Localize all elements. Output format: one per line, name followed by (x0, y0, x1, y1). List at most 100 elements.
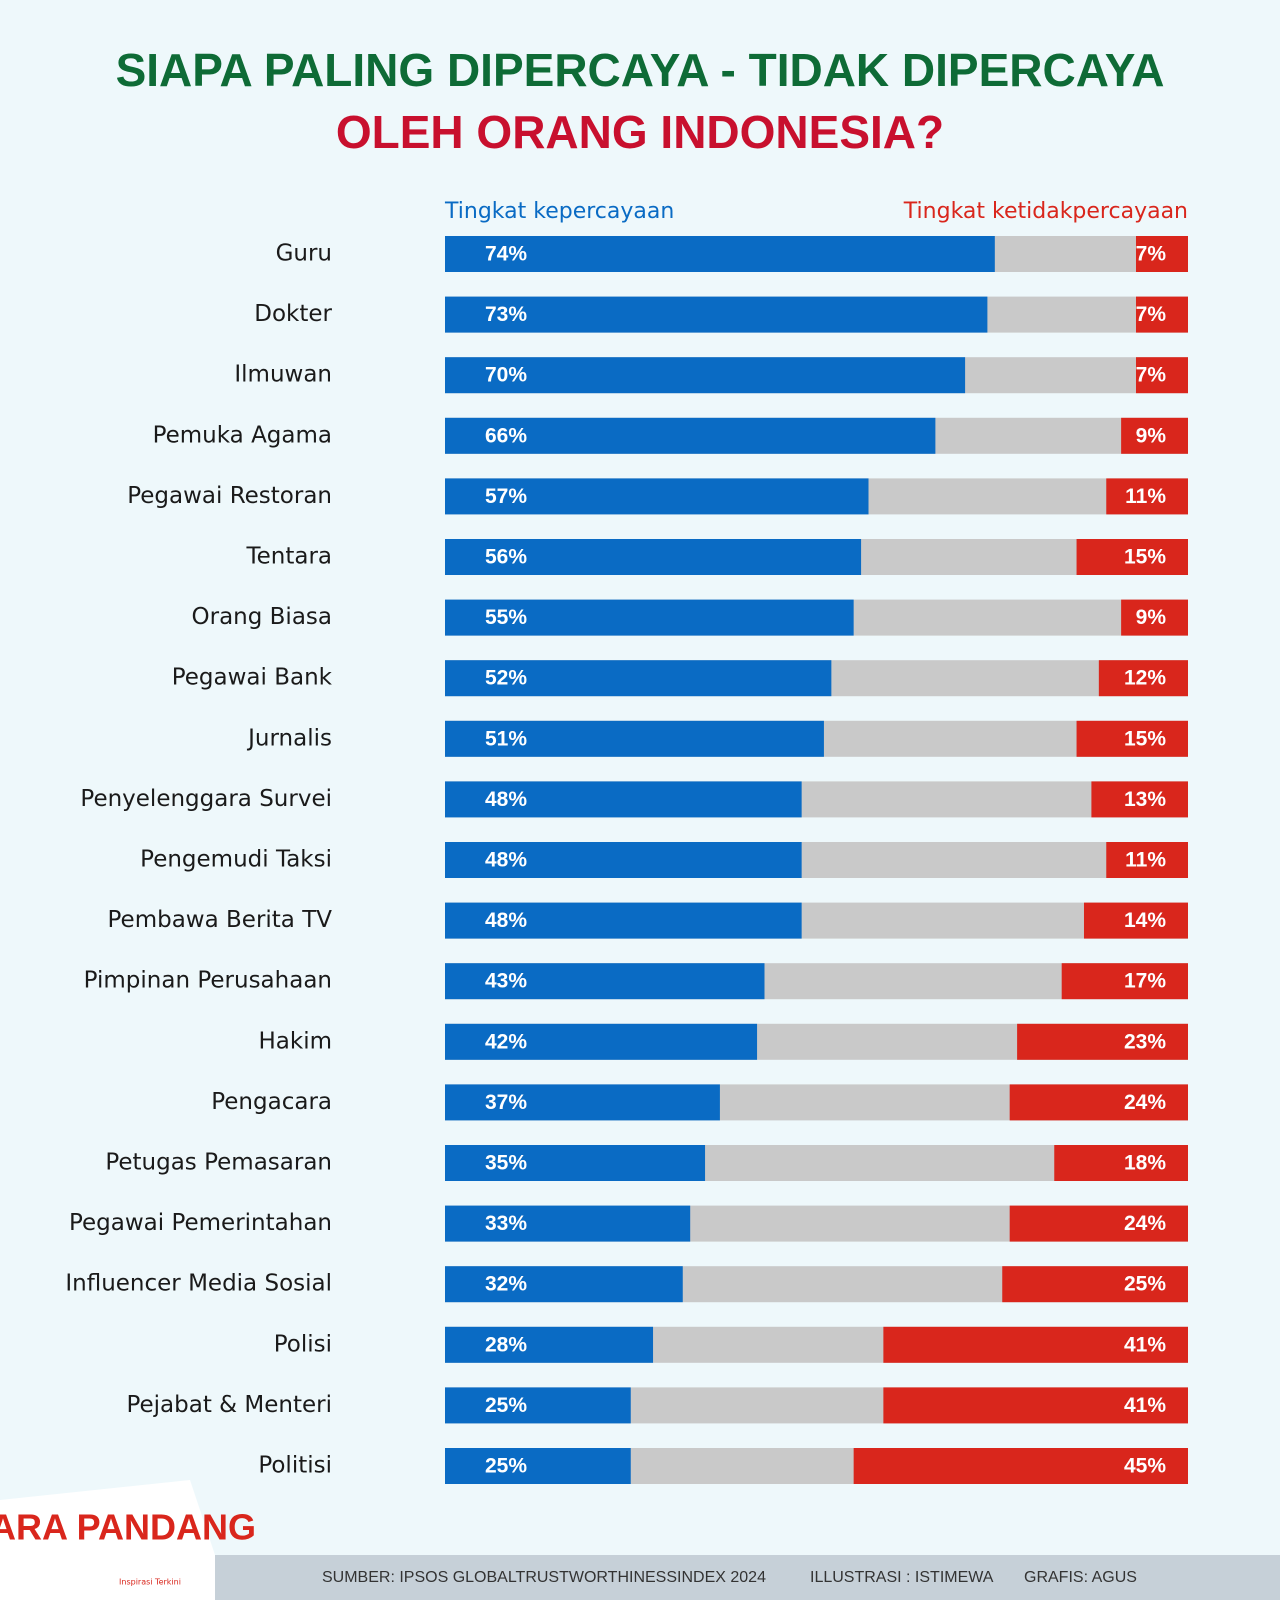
value-label: 48% (485, 788, 527, 811)
bar (1009, 1084, 1188, 1121)
value-label: 24% (1124, 1091, 1166, 1114)
value-label: 41% (1124, 1333, 1166, 1356)
bar (1054, 1145, 1188, 1181)
value-label: 43% (485, 970, 527, 993)
value-label: 9% (1136, 606, 1167, 629)
bar (445, 1326, 654, 1363)
bar (1135, 296, 1188, 333)
category-label: Petugas Pemasaran (105, 1150, 332, 1176)
category-label: Politisi (258, 1453, 332, 1479)
bar (1106, 842, 1188, 878)
value-label: 48% (485, 849, 527, 872)
bar (445, 478, 869, 515)
bar (445, 1145, 706, 1181)
bar (445, 902, 802, 939)
value-label: 56% (485, 546, 527, 569)
bar (445, 296, 988, 333)
bar (445, 720, 824, 757)
bar (445, 1084, 720, 1121)
value-label: 74% (485, 243, 527, 266)
bar (1083, 902, 1188, 939)
value-label: 7% (1136, 364, 1167, 387)
bar (1002, 1266, 1188, 1303)
footer-illustration: ILLUSTRASI : ISTIMEWA (810, 1569, 994, 1586)
value-label: 7% (1136, 303, 1167, 326)
bar (1135, 236, 1188, 272)
value-label: 7% (1136, 243, 1167, 266)
bar (445, 781, 802, 818)
value-label: 25% (485, 1455, 527, 1478)
category-label: Pembawa Berita TV (108, 907, 333, 933)
value-label: 15% (1124, 546, 1166, 569)
value-label: 17% (1124, 970, 1166, 993)
bar (445, 357, 966, 394)
title-line-2: OLEH ORANG INDONESIA? (336, 106, 944, 158)
category-label: Penyelenggara Survei (80, 786, 332, 812)
bar (445, 599, 854, 636)
bar (1076, 720, 1188, 757)
value-label: 15% (1124, 727, 1166, 750)
bar (445, 1448, 631, 1484)
value-label: 9% (1136, 424, 1167, 447)
footer-band (215, 1555, 1280, 1600)
category-label: Pengacara (211, 1089, 332, 1115)
value-label: 32% (485, 1273, 527, 1296)
value-label: 18% (1124, 1152, 1166, 1175)
legend-label: Tingkat kepercayaan (444, 199, 674, 224)
bar (445, 1205, 691, 1242)
value-label: 11% (1125, 849, 1166, 872)
category-label: Pejabat & Menteri (126, 1392, 332, 1418)
value-label: 48% (485, 909, 527, 932)
category-label: Dokter (254, 301, 332, 327)
value-label: 55% (485, 606, 527, 629)
category-label: Hakim (258, 1028, 332, 1054)
bar (1076, 539, 1188, 575)
value-label: 11% (1125, 485, 1166, 508)
category-label: Ilmuwan (234, 362, 332, 388)
value-label: 24% (1124, 1212, 1166, 1235)
value-label: 13% (1124, 788, 1166, 811)
value-label: 23% (1124, 1030, 1166, 1053)
category-label: Guru (276, 241, 332, 267)
category-label: Pegawai Pemerintahan (69, 1210, 332, 1236)
legend-label: Tingkat ketidakpercayaan (903, 199, 1188, 224)
bar (445, 963, 765, 1000)
value-label: 12% (1124, 667, 1166, 690)
value-label: 52% (485, 667, 527, 690)
value-label: 42% (485, 1030, 527, 1053)
value-label: 25% (485, 1394, 527, 1417)
value-label: 51% (485, 727, 527, 750)
logo-name: CARA PANDANG (0, 1507, 256, 1548)
logo-background (0, 1480, 230, 1600)
bar (445, 236, 995, 272)
bar (1017, 1023, 1188, 1060)
bar (445, 539, 862, 575)
category-label: Polisi (274, 1331, 332, 1357)
bar (1061, 963, 1188, 1000)
value-label: 35% (485, 1152, 527, 1175)
category-label: Pegawai Restoran (127, 483, 332, 509)
bar (445, 660, 832, 697)
value-label: 70% (485, 364, 527, 387)
value-label: 14% (1124, 909, 1166, 932)
value-label: 25% (1124, 1273, 1166, 1296)
bar (853, 1448, 1188, 1484)
bar (445, 1387, 631, 1424)
bar (445, 1266, 683, 1303)
bar (445, 1023, 758, 1060)
footer-graphics: GRAFIS: AGUS (1024, 1569, 1137, 1586)
bar (445, 417, 936, 454)
bar (1098, 660, 1188, 697)
bar (1106, 478, 1188, 515)
value-label: 66% (485, 424, 527, 447)
title-line-1: SIAPA PALING DIPERCAYA - TIDAK DIPERCAYA (116, 44, 1165, 96)
value-label: 37% (485, 1091, 527, 1114)
bar (1091, 781, 1188, 818)
value-label: 73% (485, 303, 527, 326)
bar (1009, 1205, 1188, 1242)
category-label: Influencer Media Sosial (65, 1271, 332, 1297)
category-label: Pengemudi Taksi (140, 847, 332, 873)
category-label: Jurnalis (246, 725, 332, 751)
category-label: Pimpinan Perusahaan (84, 968, 332, 994)
